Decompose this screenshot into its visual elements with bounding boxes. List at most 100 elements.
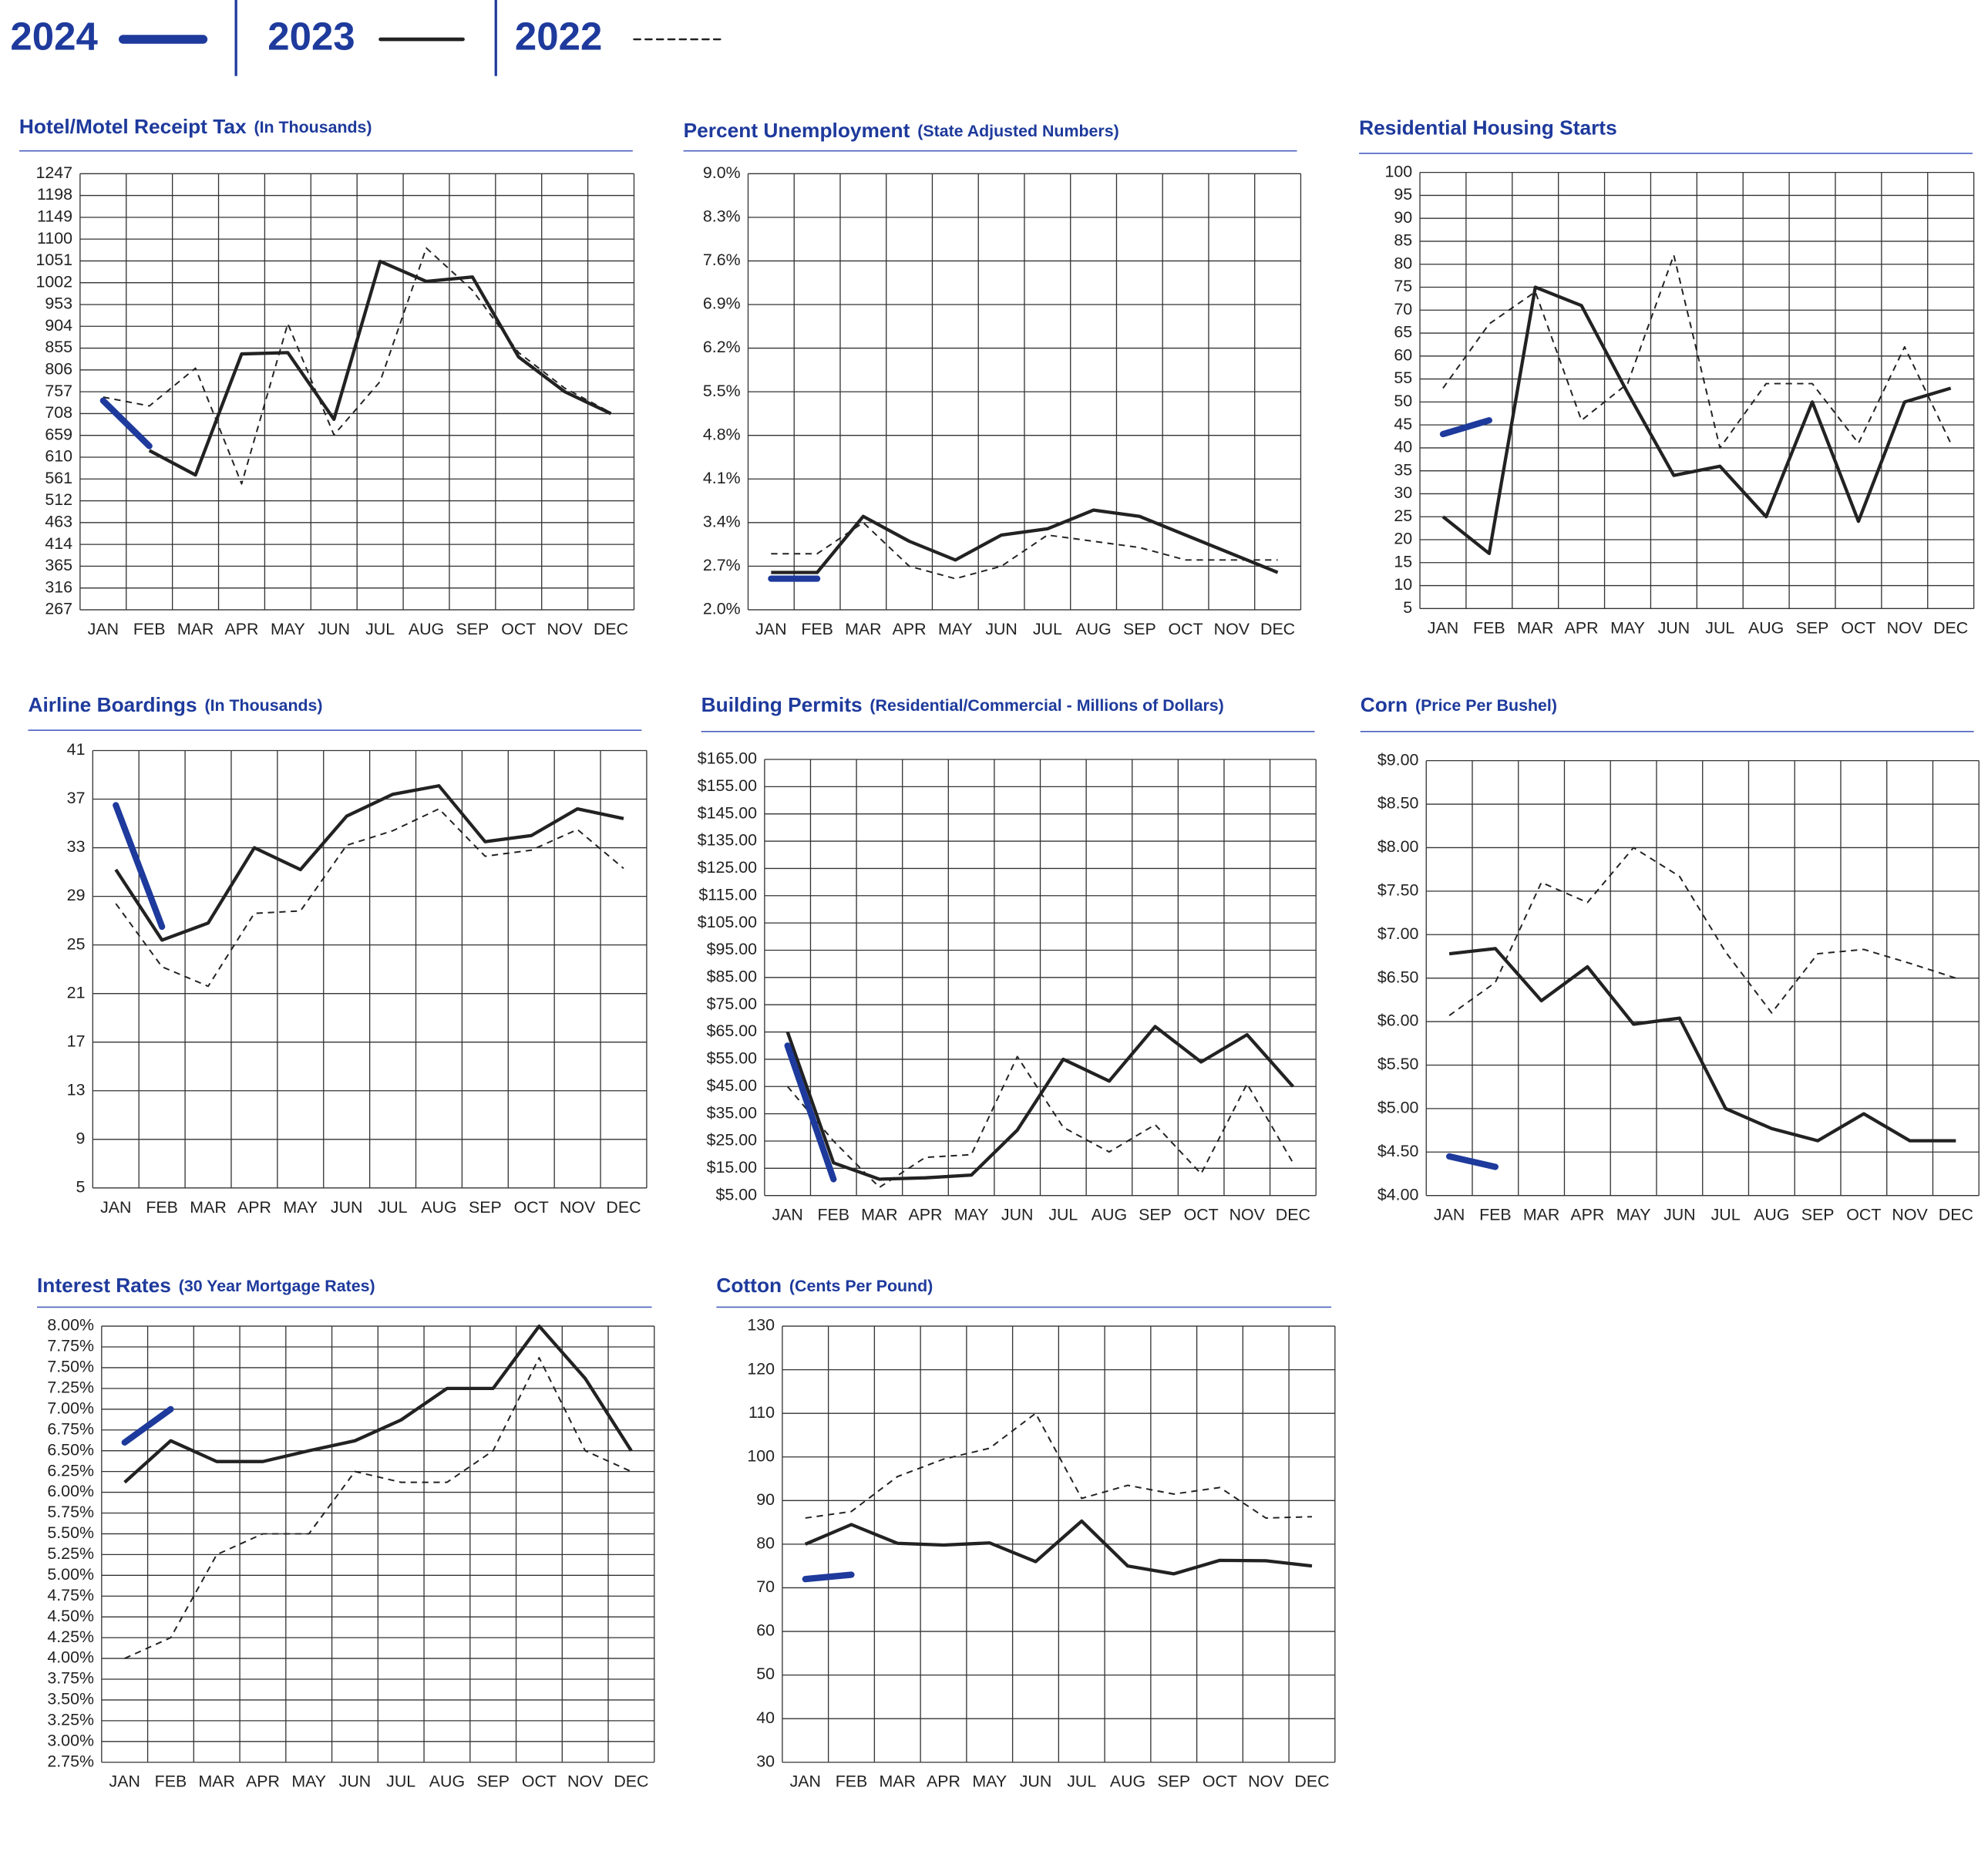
- y-tick-label: 904: [45, 316, 72, 335]
- x-tick-label: FEB: [146, 1198, 178, 1217]
- x-tick-label: DEC: [1276, 1206, 1310, 1224]
- subtitle: (Price Per Bushel): [1415, 696, 1557, 715]
- chart-title: Percent Unemployment (State Adjusted Numb…: [684, 119, 1119, 142]
- x-tick-label: OCT: [501, 620, 536, 638]
- y-tick-label: 6.9%: [703, 295, 741, 313]
- y-tick-label: 1247: [35, 163, 72, 182]
- x-tick-label: FEB: [155, 1772, 187, 1791]
- y-tick-label: 1100: [37, 229, 72, 247]
- y-tick-label: 5.50%: [47, 1523, 94, 1542]
- series-line: [785, 1025, 1294, 1181]
- y-tick-label: 100: [1385, 162, 1413, 180]
- x-tick-label: JAN: [772, 1206, 802, 1224]
- y-tick-label: 5: [1403, 598, 1412, 617]
- y-tick-label: $135.00: [698, 831, 757, 850]
- x-tick-label: MAR: [880, 1772, 916, 1791]
- y-tick-label: 8.3%: [703, 207, 741, 225]
- x-tick-label: OCT: [1203, 1772, 1237, 1791]
- x-tick-label: OCT: [1841, 618, 1875, 637]
- subtitle: (Residential/Commercial - Millions of Do…: [870, 696, 1223, 715]
- x-tick-label: FEB: [1479, 1206, 1512, 1224]
- x-tick-label: AUG: [1092, 1206, 1127, 1224]
- y-tick-label: 3.50%: [47, 1690, 94, 1708]
- y-tick-label: $8.50: [1377, 794, 1419, 813]
- x-tick-label: JUN: [1658, 618, 1690, 637]
- y-tick-label: 806: [45, 359, 72, 378]
- x-tick-label: DEC: [606, 1198, 641, 1217]
- x-tick-label: SEP: [1139, 1206, 1172, 1224]
- y-tick-label: $115.00: [698, 885, 757, 904]
- y-tick-label: $155.00: [698, 776, 757, 795]
- series-line: [805, 1412, 1312, 1519]
- chart-title: Hotel/Motel Receipt Tax (In Thousands): [19, 115, 372, 138]
- series-line: [1439, 417, 1492, 438]
- x-tick-label: DEC: [594, 620, 628, 638]
- x-tick-label: SEP: [1801, 1206, 1835, 1224]
- y-tick-label: 5.25%: [47, 1544, 94, 1563]
- y-tick-label: 365: [45, 556, 72, 574]
- y-tick-label: 60: [756, 1621, 775, 1640]
- y-tick-label: 95: [1394, 185, 1412, 204]
- x-tick-label: JAN: [790, 1772, 821, 1791]
- x-tick-label: MAY: [972, 1772, 1007, 1791]
- y-tick-label: 4.75%: [47, 1586, 94, 1604]
- x-tick-label: NOV: [547, 620, 584, 638]
- subtitle: (In Thousands): [204, 696, 322, 715]
- y-tick-label: 7.75%: [47, 1337, 94, 1355]
- x-tick-label: APR: [1570, 1206, 1604, 1224]
- x-tick-label: JAN: [755, 620, 786, 638]
- title: Hotel/Motel Receipt Tax: [19, 115, 247, 138]
- x-tick-label: APR: [927, 1772, 960, 1791]
- x-tick-label: APR: [225, 620, 259, 638]
- y-tick-label: 35: [1394, 460, 1412, 479]
- x-tick-label: NOV: [567, 1772, 604, 1791]
- y-tick-label: 9: [76, 1129, 86, 1147]
- x-tick-label: APR: [1565, 618, 1599, 637]
- x-tick-label: JUL: [365, 620, 395, 638]
- series-line: [1448, 847, 1956, 1016]
- y-tick-label: 4.00%: [47, 1648, 94, 1667]
- series-line: [1442, 254, 1952, 449]
- x-tick-label: AUG: [1754, 1206, 1789, 1224]
- x-tick-label: SEP: [1796, 618, 1829, 637]
- series-line: [148, 259, 612, 477]
- x-tick-label: FEB: [836, 1772, 868, 1791]
- chart-title: Corn (Price Per Bushel): [1361, 693, 1557, 716]
- y-tick-label: 7.50%: [47, 1358, 94, 1376]
- x-tick-label: OCT: [522, 1772, 557, 1791]
- x-tick-label: MAY: [938, 620, 973, 638]
- title: Building Permits: [701, 693, 863, 716]
- x-tick-label: FEB: [801, 620, 833, 638]
- x-tick-label: JAN: [100, 1198, 131, 1217]
- y-tick-label: 4.1%: [703, 469, 741, 487]
- y-tick-label: 4.25%: [47, 1628, 94, 1646]
- y-tick-label: $55.00: [707, 1049, 757, 1068]
- chart-title: Residential Housing Starts: [1359, 116, 1617, 140]
- x-tick-label: OCT: [1169, 620, 1203, 638]
- x-tick-label: JUN: [339, 1772, 372, 1791]
- chart: Building Permits (Residential/Commercial …: [698, 693, 1317, 1224]
- x-tick-label: JAN: [88, 620, 119, 638]
- y-tick-label: 414: [45, 534, 72, 553]
- y-tick-label: $85.00: [707, 967, 757, 985]
- x-tick-label: MAR: [845, 620, 881, 638]
- y-tick-label: 5.5%: [703, 382, 741, 400]
- y-tick-label: 90: [1394, 208, 1412, 227]
- x-tick-label: SEP: [469, 1198, 502, 1217]
- y-tick-label: 10: [1394, 575, 1412, 594]
- y-tick-label: 130: [747, 1316, 775, 1335]
- y-tick-label: 80: [756, 1534, 775, 1553]
- y-tick-label: 7.6%: [703, 251, 741, 269]
- y-tick-label: 5.00%: [47, 1565, 94, 1584]
- y-tick-label: $25.00: [707, 1131, 757, 1150]
- x-tick-label: MAR: [190, 1198, 226, 1217]
- x-tick-label: OCT: [514, 1198, 549, 1217]
- x-tick-label: MAY: [1616, 1206, 1651, 1224]
- x-tick-label: AUG: [421, 1198, 456, 1217]
- y-tick-label: $4.00: [1377, 1185, 1419, 1203]
- x-tick-label: APR: [909, 1206, 943, 1224]
- chart: Hotel/Motel Receipt Tax (In Thousands) 267…: [19, 115, 635, 638]
- y-tick-label: 13: [67, 1080, 86, 1099]
- y-tick-label: 2.7%: [703, 556, 741, 574]
- x-tick-label: JUN: [1020, 1772, 1052, 1791]
